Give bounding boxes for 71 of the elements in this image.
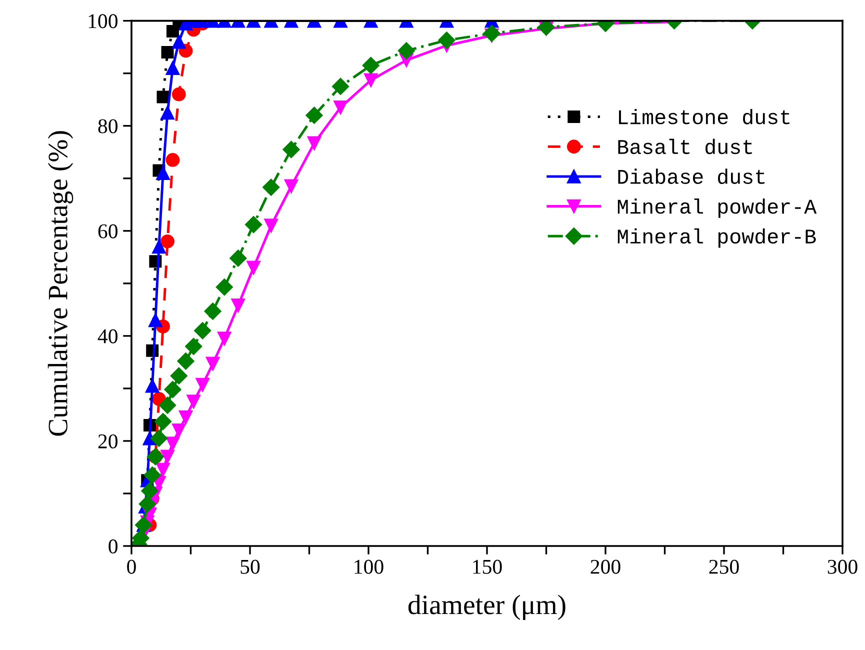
point bbox=[160, 106, 174, 120]
point bbox=[178, 410, 193, 424]
y-tick-label: 100 bbox=[88, 14, 118, 28]
point bbox=[364, 73, 378, 88]
legend-label: Diabase dust bbox=[618, 168, 764, 184]
point bbox=[483, 24, 500, 42]
legend-label: Mineral powder-B bbox=[618, 228, 816, 248]
point bbox=[145, 378, 160, 393]
y-tick-label: 0 bbox=[108, 539, 118, 554]
point bbox=[206, 356, 220, 371]
y-tick-label: 80 bbox=[98, 119, 118, 134]
point bbox=[438, 32, 456, 49]
point bbox=[141, 482, 158, 500]
legend-label: Basalt dust bbox=[618, 138, 752, 154]
point bbox=[307, 136, 322, 150]
y-tick-label: 40 bbox=[98, 329, 118, 344]
point bbox=[262, 178, 280, 196]
x-tick-label: 150 bbox=[473, 560, 502, 574]
point bbox=[362, 56, 380, 74]
point bbox=[172, 424, 186, 438]
point bbox=[160, 234, 174, 248]
point bbox=[158, 396, 176, 414]
point bbox=[282, 140, 300, 158]
point bbox=[172, 34, 186, 49]
x-tick-label: 250 bbox=[709, 560, 739, 574]
point bbox=[186, 394, 201, 409]
x-tick-label: 50 bbox=[240, 560, 260, 574]
point bbox=[138, 495, 156, 513]
x-tick-label: 200 bbox=[590, 560, 620, 574]
point bbox=[177, 352, 194, 370]
y-tick-label: 60 bbox=[98, 224, 118, 238]
point bbox=[172, 87, 186, 102]
point bbox=[166, 436, 180, 451]
point bbox=[231, 298, 246, 312]
point bbox=[156, 166, 170, 180]
legend-label: Limestone dust bbox=[619, 108, 790, 124]
point bbox=[152, 240, 166, 254]
point bbox=[284, 179, 298, 194]
point bbox=[196, 378, 210, 392]
point bbox=[161, 46, 174, 59]
point bbox=[246, 260, 260, 275]
point bbox=[170, 367, 188, 384]
point bbox=[156, 90, 170, 104]
point bbox=[216, 278, 233, 296]
point bbox=[306, 106, 323, 124]
legend-label: Mineral powder-A bbox=[618, 198, 817, 218]
point bbox=[166, 61, 180, 76]
x-tick-label: 100 bbox=[354, 560, 384, 574]
point bbox=[156, 462, 170, 477]
point bbox=[244, 216, 262, 234]
x-axis-title: diameter (μm) bbox=[408, 594, 566, 620]
point bbox=[332, 78, 350, 95]
point bbox=[204, 302, 222, 320]
y-tick-label: 20 bbox=[98, 434, 118, 448]
point bbox=[164, 380, 182, 398]
point bbox=[144, 466, 161, 484]
point bbox=[217, 332, 232, 346]
point bbox=[194, 322, 212, 340]
point bbox=[148, 313, 162, 328]
point bbox=[185, 338, 202, 355]
x-tick-label: 0 bbox=[127, 560, 136, 574]
x-tick-label: 300 bbox=[828, 560, 858, 574]
point bbox=[398, 42, 415, 60]
point bbox=[264, 218, 278, 233]
point bbox=[160, 450, 174, 464]
point bbox=[154, 412, 172, 430]
point bbox=[334, 100, 348, 114]
point bbox=[150, 430, 168, 447]
point bbox=[166, 153, 180, 167]
y-axis-title: Cumulative Percentage (%) bbox=[48, 131, 74, 436]
point bbox=[230, 250, 247, 267]
